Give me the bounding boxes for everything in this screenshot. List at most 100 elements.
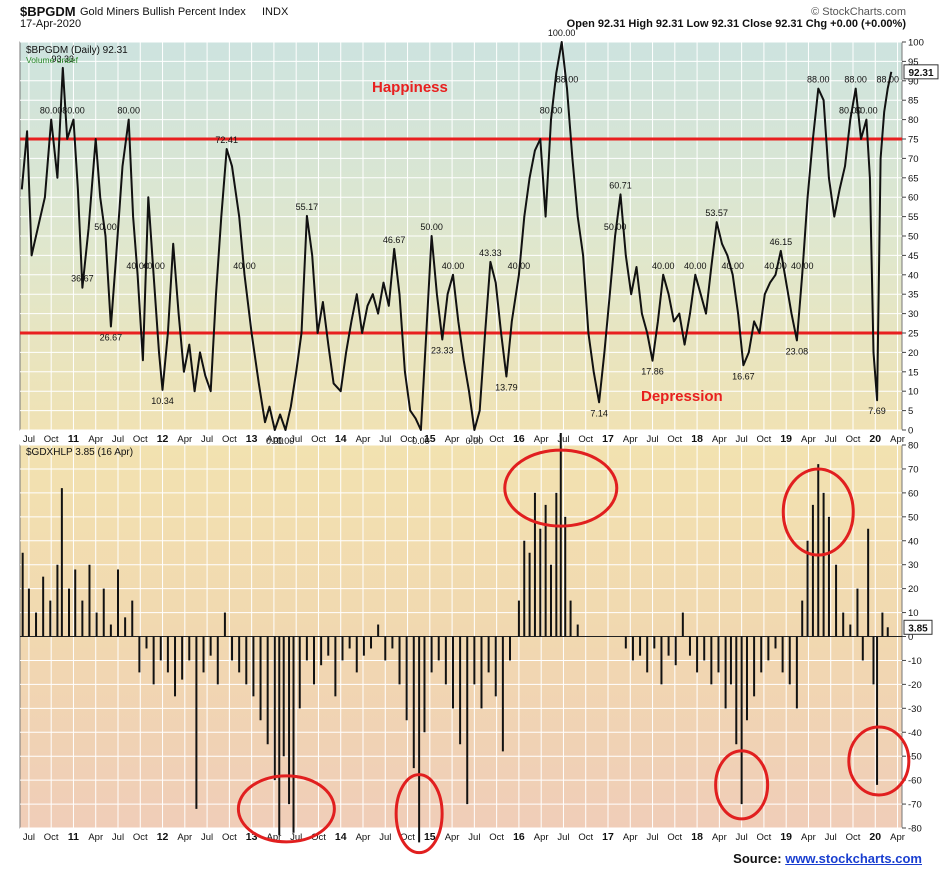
y-tick-label: 25 (908, 329, 919, 340)
data-label: 7.14 (590, 408, 608, 418)
y-tick-label: 10 (908, 608, 919, 619)
x-tick-label: 14 (335, 433, 347, 445)
x-tick-label: 20 (869, 831, 881, 843)
x-tick-label: Oct (311, 832, 326, 843)
data-label: 50.00 (94, 222, 117, 232)
x-tick-label: Jul (825, 832, 837, 843)
data-label: 80.00 (117, 106, 140, 116)
chart-date: 17-Apr-2020 (20, 18, 82, 30)
y-tick-label: 80 (908, 441, 919, 452)
x-tick-label: Apr (890, 434, 905, 445)
x-tick-label: Jul (23, 832, 35, 843)
x-tick-label: 16 (513, 433, 525, 445)
source-credit: Source: www.stockcharts.com (733, 851, 922, 866)
x-tick-label: Jul (557, 434, 569, 445)
data-label: 100.00 (548, 28, 576, 38)
data-label: 80.00 (855, 106, 878, 116)
x-tick-label: Apr (712, 832, 727, 843)
highlight-circle (781, 467, 855, 557)
data-label: 88.00 (876, 75, 899, 85)
x-tick-label: Jul (23, 434, 35, 445)
y-tick-label: -30 (908, 704, 922, 715)
last-value-box (903, 64, 939, 80)
x-tick-label: 12 (157, 831, 169, 843)
y-tick-label: 85 (908, 96, 919, 107)
x-tick-label: Jul (736, 832, 748, 843)
y-tick-label: 0 (908, 426, 913, 437)
source-prefix: Source: (733, 851, 782, 866)
data-label: 36.67 (71, 274, 94, 284)
data-label: 23.08 (786, 346, 809, 356)
x-tick-label: Jul (379, 434, 391, 445)
y-tick-label: 75 (908, 135, 919, 146)
y-tick-label: 95 (908, 57, 919, 68)
y-tick-label: 20 (908, 584, 919, 595)
x-tick-label: Oct (757, 832, 772, 843)
x-tick-label: Apr (623, 832, 638, 843)
data-label: 10.34 (151, 396, 174, 406)
data-label: 88.00 (807, 75, 830, 85)
x-tick-label: Jul (112, 832, 124, 843)
top-panel: 0 5 10 15 20 25 30 35 40 45 50 55 60 65 70 75 80 85 90 95 10… (19, 28, 939, 446)
series-legend: $BPGDM (Daily) 92.31 (26, 45, 128, 56)
data-label: 0.00 (266, 436, 284, 446)
x-tick-label: Apr (623, 434, 638, 445)
y-tick-label: 70 (908, 154, 919, 165)
data-label: 80.00 (540, 106, 563, 116)
x-tick-label: Jul (468, 832, 480, 843)
data-label: 26.67 (100, 333, 123, 343)
data-label: 60.71 (609, 180, 632, 190)
x-tick-label: Oct (846, 434, 861, 445)
last-value-label: 3.85 (908, 623, 928, 634)
depression-annotation: Depression (641, 388, 723, 405)
y-tick-label: -50 (908, 752, 922, 763)
data-label: 53.57 (705, 208, 728, 218)
x-tick-label: 12 (157, 433, 169, 445)
y-tick-label: 30 (908, 560, 919, 571)
x-tick-label: 19 (780, 831, 792, 843)
x-tick-label: Jul (736, 434, 748, 445)
x-tick-label: Oct (222, 832, 237, 843)
x-tick-label: Jul (557, 832, 569, 843)
x-tick-label: Jul (379, 832, 391, 843)
y-tick-label: 20 (908, 348, 919, 359)
data-label: 46.15 (770, 237, 793, 247)
x-tick-label: 11 (68, 831, 79, 843)
data-label: 40.00 (126, 261, 149, 271)
x-tick-label: Oct (400, 434, 415, 445)
x-tick-label: Jul (825, 434, 837, 445)
x-tick-label: 14 (335, 831, 347, 843)
source-link[interactable]: www.stockcharts.com (785, 851, 922, 866)
y-tick-label: 60 (908, 488, 919, 499)
x-tick-label: Oct (578, 832, 593, 843)
x-tick-label: Jul (646, 434, 658, 445)
x-tick-label: 17 (602, 831, 614, 843)
y-tick-label: 80 (908, 115, 919, 126)
x-tick-label: Apr (356, 832, 371, 843)
x-tick-label: 16 (513, 831, 525, 843)
happiness-annotation: Happiness (372, 79, 448, 96)
x-tick-label: Oct (311, 434, 326, 445)
x-tick-label: Apr (712, 434, 727, 445)
data-label: 55.17 (296, 202, 319, 212)
x-tick-label: Apr (88, 434, 103, 445)
volume-note: Volume undef (26, 55, 79, 65)
y-tick-label: 60 (908, 193, 919, 204)
data-label: 0.00 (466, 436, 484, 446)
x-tick-label: Apr (88, 832, 103, 843)
y-tick-label: 40 (908, 536, 919, 547)
x-tick-label: 15 (424, 831, 436, 843)
data-label: 80.00 (62, 106, 85, 116)
data-label: 50.00 (604, 222, 627, 232)
data-label: 13.79 (495, 382, 518, 392)
y-tick-label: -70 (908, 800, 922, 811)
quote-line: Open 92.31 High 92.31 Low 92.31 Close 92… (566, 18, 906, 30)
y-tick-label: 55 (908, 212, 919, 223)
y-tick-label: 15 (908, 367, 919, 378)
x-tick-label: 20 (869, 433, 881, 445)
x-tick-label: Jul (290, 832, 302, 843)
x-tick-label: Jul (468, 434, 480, 445)
x-tick-label: Apr (177, 434, 192, 445)
x-tick-label: 11 (68, 433, 79, 445)
data-label: 40.00 (508, 261, 531, 271)
